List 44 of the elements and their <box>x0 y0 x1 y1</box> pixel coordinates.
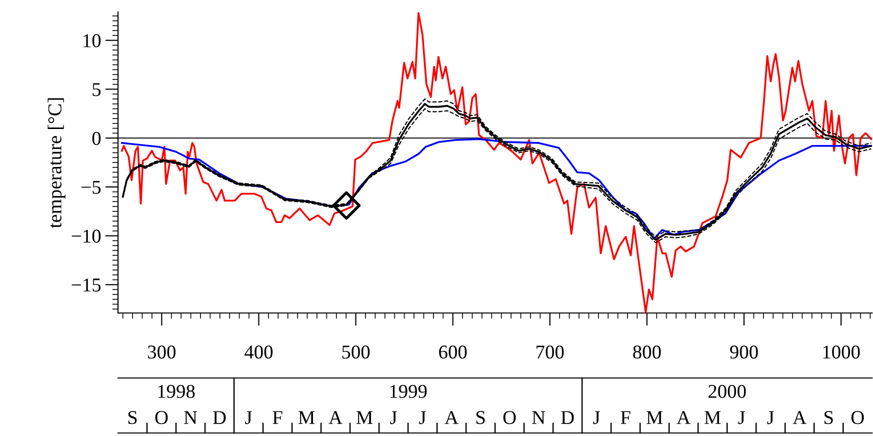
category-label: J <box>390 411 397 424</box>
text: 1998 <box>158 384 195 398</box>
category-label: J <box>245 411 252 424</box>
x-tick-label: 900 <box>730 346 758 359</box>
category-label: M <box>356 411 373 424</box>
x-tick-label: 600 <box>439 346 467 359</box>
category-label: M <box>646 411 663 424</box>
category-label: N <box>184 411 198 424</box>
y-axis-title: temperature [°C] <box>48 98 66 228</box>
category-label: A <box>676 411 690 424</box>
category-label: S <box>824 411 833 424</box>
text: 2000 <box>708 384 746 398</box>
x-tick-label: 500 <box>342 346 370 359</box>
category-label: N <box>532 411 546 424</box>
category-label: A <box>444 411 458 424</box>
y-tick-label: −5 <box>82 180 101 194</box>
category-label: M <box>298 411 315 424</box>
category-label: F <box>272 411 282 424</box>
x-tick-label: 700 <box>536 346 564 359</box>
y-tick-label: 10 <box>84 34 101 48</box>
text: 1999 <box>390 384 427 398</box>
category-label: J <box>419 411 426 424</box>
y-tick-label: 0 <box>92 132 101 146</box>
category-label: J <box>593 411 600 424</box>
y-tick-label: 5 <box>92 83 101 96</box>
category-label: J <box>767 411 774 424</box>
category-label: A <box>328 411 342 424</box>
category-label: O <box>155 411 168 424</box>
category-label: F <box>620 411 630 424</box>
category-label: O <box>851 411 864 424</box>
category-label: S <box>128 411 137 424</box>
x-tick-label: 400 <box>244 346 273 359</box>
category-label: J <box>738 411 745 424</box>
x-tick-label: 1000 <box>823 346 860 359</box>
category-label: D <box>213 411 226 424</box>
category-label: S <box>476 411 485 424</box>
category-label: A <box>792 411 806 424</box>
y-tick-label: −10 <box>72 230 101 243</box>
category-label: D <box>561 411 574 424</box>
category-label: O <box>503 411 516 424</box>
category-label: M <box>704 411 721 424</box>
y-tick-label: −15 <box>72 278 101 292</box>
x-tick-label: 300 <box>148 346 176 359</box>
x-tick-label: 800 <box>633 346 661 359</box>
